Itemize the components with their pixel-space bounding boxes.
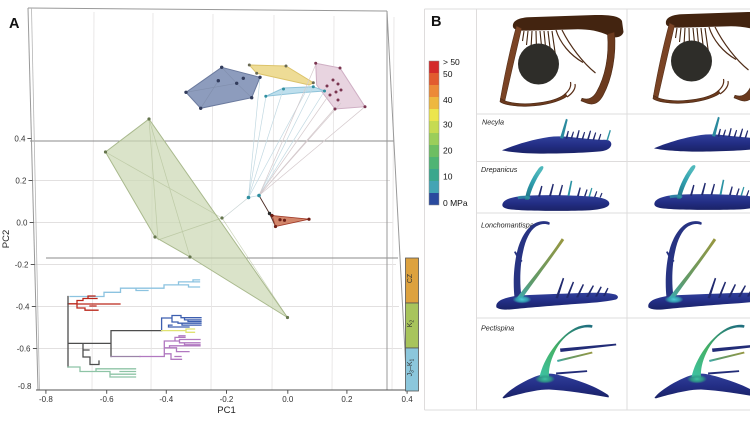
- svg-text:A: A: [9, 16, 20, 32]
- svg-text:0.2: 0.2: [15, 177, 27, 186]
- svg-text:> 50: > 50: [443, 57, 460, 67]
- svg-text:Drepanicus: Drepanicus: [481, 165, 518, 174]
- svg-text:B: B: [431, 14, 441, 30]
- svg-text:30: 30: [443, 120, 453, 130]
- svg-text:0.4: 0.4: [402, 395, 414, 404]
- svg-text:PC2: PC2: [1, 230, 12, 248]
- svg-text:K2: K2: [407, 320, 416, 328]
- svg-text:-0.6: -0.6: [17, 345, 31, 354]
- svg-text:CZ: CZ: [407, 273, 414, 283]
- svg-text:Pectispina: Pectispina: [481, 324, 514, 333]
- svg-text:10: 10: [443, 172, 453, 182]
- svg-text:PC1: PC1: [217, 405, 235, 416]
- svg-text:0 MPa: 0 MPa: [443, 198, 468, 208]
- svg-text:0.2: 0.2: [341, 395, 353, 404]
- svg-text:0.0: 0.0: [282, 395, 294, 404]
- svg-text:Lonchomantispa: Lonchomantispa: [481, 221, 534, 230]
- svg-text:40: 40: [443, 95, 453, 105]
- svg-text:-0.8: -0.8: [18, 382, 32, 391]
- svg-text:-0.4: -0.4: [16, 303, 30, 312]
- svg-text:-0.2: -0.2: [15, 261, 29, 270]
- svg-text:J3–K1: J3–K1: [407, 358, 416, 376]
- svg-text:0.0: 0.0: [16, 219, 28, 228]
- svg-text:-0.4: -0.4: [159, 395, 173, 404]
- svg-text:-0.8: -0.8: [39, 395, 53, 404]
- svg-text:20: 20: [443, 146, 453, 156]
- svg-text:-0.2: -0.2: [220, 395, 234, 404]
- svg-text:-0.6: -0.6: [100, 395, 114, 404]
- svg-text:0.4: 0.4: [14, 135, 26, 144]
- svg-text:Necyla: Necyla: [482, 118, 504, 127]
- svg-text:50: 50: [443, 69, 453, 79]
